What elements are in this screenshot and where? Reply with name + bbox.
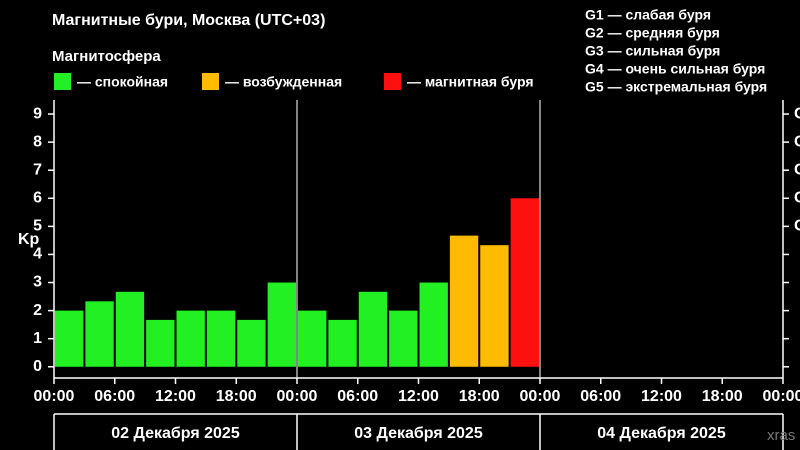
bar <box>206 310 236 367</box>
y2-tick-label: G3 <box>794 161 800 178</box>
bar <box>328 319 357 367</box>
bar <box>115 291 145 367</box>
y-tick-label: 7 <box>33 161 42 178</box>
x-tick-label: 18:00 <box>702 388 743 405</box>
day-label: 03 Декабря 2025 <box>354 425 483 442</box>
y-axis-label: Kp <box>18 231 40 248</box>
x-tick-label: 18:00 <box>459 388 500 405</box>
y-tick-label: 3 <box>33 274 42 291</box>
storm-scale-item: G1 — слабая буря <box>585 7 711 23</box>
legend-swatch <box>384 73 401 90</box>
bar <box>146 319 175 367</box>
y-tick-label: 8 <box>33 133 42 150</box>
x-tick-label: 12:00 <box>155 388 196 405</box>
legend-swatch <box>54 73 71 90</box>
y2-tick-label: G5 <box>794 105 800 122</box>
x-tick-label: 00:00 <box>34 388 75 405</box>
y-tick-label: 9 <box>33 105 42 122</box>
day-label: 04 Декабря 2025 <box>597 425 726 442</box>
day-label: 02 Декабря 2025 <box>111 425 240 442</box>
bar <box>389 310 418 367</box>
y-tick-label: 4 <box>33 246 42 263</box>
bar <box>267 282 296 367</box>
bar <box>358 291 388 367</box>
y-tick-label: 1 <box>33 330 42 347</box>
y2-tick-label: G2 <box>794 190 800 207</box>
x-tick-label: 06:00 <box>94 388 135 405</box>
storm-scale-item: G3 — сильная буря <box>585 43 720 59</box>
x-tick-label: 00:00 <box>277 388 318 405</box>
bar <box>419 282 448 367</box>
y-tick-label: 2 <box>33 302 42 319</box>
y-tick-label: 5 <box>33 218 42 235</box>
x-tick-label: 18:00 <box>216 388 257 405</box>
y2-tick-label: G1 <box>794 218 800 235</box>
watermark: xras <box>767 427 795 444</box>
chart-title: Магнитные бури, Москва (UTC+03) <box>52 12 325 29</box>
bar <box>55 310 84 367</box>
bar <box>176 310 205 367</box>
x-tick-label: 12:00 <box>641 388 682 405</box>
y2-tick-label: G4 <box>794 133 800 150</box>
storm-scale-item: G5 — экстремальная буря <box>585 79 767 95</box>
bar <box>480 245 509 367</box>
x-tick-label: 00:00 <box>520 388 561 405</box>
bar <box>85 301 114 367</box>
legend-label: — магнитная буря <box>407 74 534 90</box>
x-tick-label: 06:00 <box>580 388 621 405</box>
legend-title: Магнитосфера <box>52 48 161 65</box>
bar <box>298 310 327 367</box>
legend-label: — возбужденная <box>225 74 342 90</box>
x-tick-label: 00:00 <box>763 388 800 405</box>
y-tick-label: 6 <box>33 190 42 207</box>
legend-swatch <box>202 73 219 90</box>
storm-scale-item: G2 — средняя буря <box>585 25 720 41</box>
storm-scale-item: G4 — очень сильная буря <box>585 61 765 77</box>
y-tick-label: 0 <box>33 358 42 375</box>
legend-label: — спокойная <box>77 74 168 90</box>
x-tick-label: 12:00 <box>398 388 439 405</box>
bar <box>237 319 266 367</box>
bar <box>449 235 479 367</box>
x-tick-label: 06:00 <box>337 388 378 405</box>
bar <box>510 198 539 367</box>
